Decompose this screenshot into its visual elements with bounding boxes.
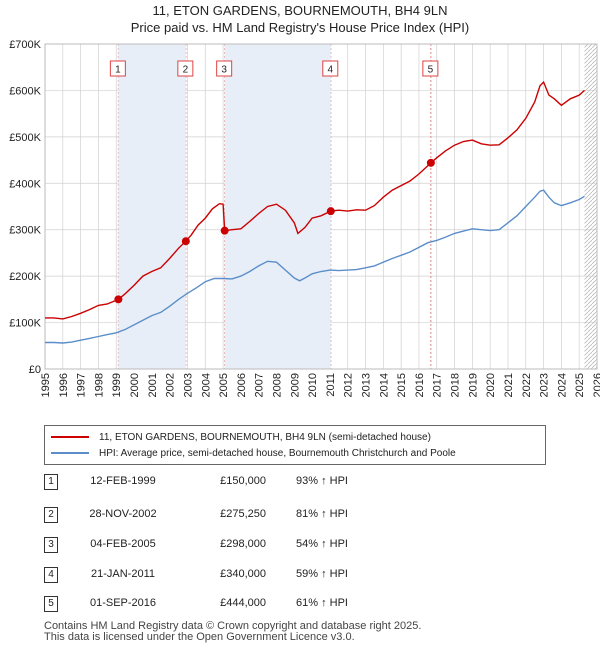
y-tick-label: £600K [9, 85, 41, 97]
x-tick-label: 1997 [76, 373, 88, 397]
x-tick-label: 2022 [521, 373, 533, 397]
x-tick-label: 2005 [218, 373, 230, 397]
transaction-price: £150,000 [220, 475, 266, 487]
x-tick-label: 2008 [271, 373, 283, 397]
transaction-price: £298,000 [220, 538, 266, 550]
sale-markers: 1 2 3 4 5 [109, 60, 439, 304]
sale-number-label: 1 [115, 65, 121, 76]
x-tick-label: 2014 [378, 373, 390, 397]
legend-item-hpi: HPI: Average price, semi-detached house,… [51, 445, 456, 461]
x-tick-label: 2009 [289, 373, 301, 397]
sale-point [220, 226, 229, 235]
y-tick-label: £0 [29, 364, 41, 376]
transaction-number: 4 [44, 567, 58, 583]
y-tick-label: £700K [9, 39, 41, 51]
legend-label-hpi: HPI: Average price, semi-detached house,… [99, 447, 456, 459]
sale-number-label: 4 [328, 65, 334, 76]
transaction-number: 3 [44, 537, 58, 553]
legend: 11, ETON GARDENS, BOURNEMOUTH, BH4 9LN (… [44, 425, 546, 465]
transaction-price: £275,250 [220, 508, 266, 520]
x-tick-label: 2018 [450, 373, 462, 397]
y-tick-label: £200K [9, 271, 41, 283]
sale-point [114, 295, 123, 304]
x-tick-label: 2002 [165, 373, 177, 397]
sale-period-shading [118, 44, 597, 369]
x-tick-label: 2026 [592, 373, 600, 397]
shade-band [224, 44, 331, 369]
x-tick-label: 2000 [129, 373, 141, 397]
transaction-date: 21-JAN-2011 [91, 568, 155, 580]
x-tick-label: 2020 [485, 373, 497, 397]
y-tick-label: £300K [9, 225, 41, 237]
transaction-date: 01-SEP-2016 [89, 597, 157, 609]
y-tick-label: £500K [9, 132, 41, 144]
x-tick-label: 2004 [200, 373, 212, 397]
x-tick-label: 1996 [58, 373, 70, 397]
x-tick-label: 1999 [111, 373, 123, 397]
legend-swatch-hpi [51, 452, 89, 454]
chart: £0 £100K £200K £300K £400K £500K £600K £700K 199… [9, 39, 600, 397]
x-tick-label: 2023 [539, 373, 551, 397]
x-tick-label: 2003 [182, 373, 194, 397]
plot-frame [44, 43, 598, 370]
sale-number-label: 2 [183, 65, 189, 76]
sale-point [326, 207, 335, 216]
property-line [45, 80, 585, 320]
sale-point [426, 158, 435, 167]
x-tick-label: 2021 [503, 373, 515, 397]
forecast-hatch [584, 44, 597, 369]
legend-item-property: 11, ETON GARDENS, BOURNEMOUTH, BH4 9LN (… [51, 429, 431, 445]
transaction-hpi: 61% ↑ HPI [296, 597, 348, 609]
chart-title-line1: 11, ETON GARDENS, BOURNEMOUTH, BH4 9LN [152, 3, 448, 18]
sale-point [181, 237, 190, 246]
axes: £0 £100K £200K £300K £400K £500K £600K £700K 199… [9, 39, 600, 397]
chart-title-line2: Price paid vs. HM Land Registry's House … [130, 20, 470, 35]
hpi-line [45, 189, 585, 344]
x-tick-label: 2025 [574, 373, 586, 397]
sale-number-label: 3 [221, 65, 227, 76]
x-tick-label: 2024 [556, 373, 568, 397]
transaction-hpi: 93% ↑ HPI [296, 475, 348, 487]
x-tick-label: 1995 [40, 373, 52, 397]
sale-number-box [422, 60, 439, 77]
transaction-hpi: 81% ↑ HPI [296, 508, 348, 520]
x-tick-label: 2010 [307, 373, 319, 397]
transaction-number: 1 [44, 474, 58, 490]
x-tick-label: 2016 [414, 373, 426, 397]
x-tick-label: 2013 [361, 373, 373, 397]
x-tick-label: 2019 [467, 373, 479, 397]
y-tick-label: £400K [9, 178, 41, 190]
legend-label-property: 11, ETON GARDENS, BOURNEMOUTH, BH4 9LN (… [99, 431, 431, 443]
x-tick-label: 2007 [254, 373, 266, 397]
footer-copyright: Contains HM Land Registry data © Crown c… [44, 620, 422, 632]
shade-band [118, 44, 186, 369]
footer: Contains HM Land Registry data © Crown c… [44, 621, 421, 643]
transaction-number: 5 [44, 596, 58, 612]
x-tick-label: 1998 [93, 373, 105, 397]
x-tick-label: 2006 [236, 373, 248, 397]
transaction-hpi: 59% ↑ HPI [296, 568, 348, 580]
transaction-hpi: 54% ↑ HPI [296, 538, 348, 550]
x-tick-label: 2015 [396, 373, 408, 397]
sale-number-box [109, 60, 126, 77]
x-tick-label: 2012 [343, 373, 355, 397]
sale-number-label: 5 [428, 65, 434, 76]
transaction-date: 12-FEB-1999 [90, 475, 156, 487]
y-tick-label: £100K [9, 318, 41, 330]
transaction-price: £444,000 [220, 597, 266, 609]
series-lines [45, 80, 585, 344]
x-tick-label: 2017 [432, 373, 444, 397]
transaction-date: 28-NOV-2002 [89, 508, 157, 520]
transaction-number: 2 [44, 507, 58, 523]
footer-licence: This data is licensed under the Open Gov… [44, 631, 355, 643]
transaction-date: 04-FEB-2005 [90, 538, 156, 550]
sale-number-box [322, 60, 339, 77]
transaction-price: £340,000 [220, 568, 266, 580]
sale-number-box [216, 60, 233, 77]
legend-swatch-property [51, 436, 89, 438]
x-tick-label: 2011 [325, 373, 337, 397]
sale-number-box [177, 60, 194, 77]
x-tick-label: 2001 [147, 373, 159, 397]
